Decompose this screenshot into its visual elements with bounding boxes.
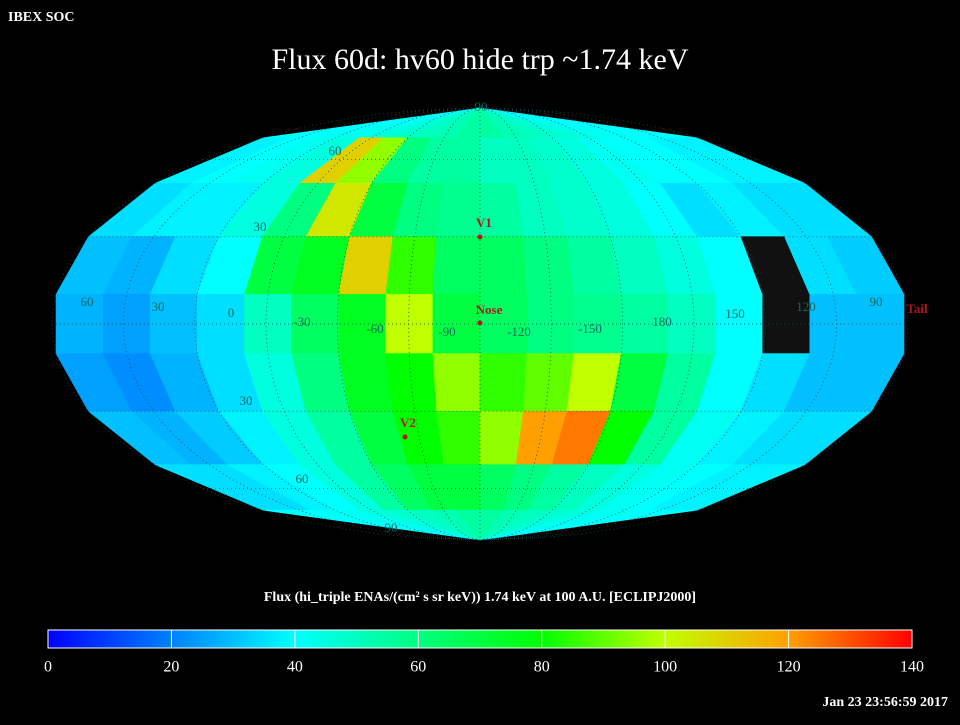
timestamp: Jan 23 23:56:59 2017 [822,695,948,710]
flux-cell [479,236,528,295]
lat-label: 30 [254,219,267,234]
lat-label: 60 [329,143,342,158]
flux-cell [523,236,575,295]
colorbar-label: Flux (hi_triple ENAs/(cm² s sr keV)) 1.7… [264,590,696,605]
colorbar-tick-label: 140 [900,659,924,676]
lat-label: 90 [475,99,488,114]
map-labels: 60 30 0 -30 -60 -90 -120 -150 180 150 12… [81,99,928,535]
marker-dot [477,234,483,240]
lon-label: -30 [293,314,310,329]
marker-label: V1 [476,215,492,230]
marker-label: Nose [476,302,503,317]
lon-label: 90 [870,294,883,309]
lon-label: -90 [438,324,455,339]
meridian [122,107,481,541]
flux-cell [385,353,437,412]
lon-label: 150 [725,306,745,321]
lon-label: -120 [507,324,531,339]
meridian [479,107,695,541]
lat-label: 30 [240,393,253,408]
lon-label: -150 [578,321,602,336]
flux-cell [102,294,151,354]
lon-label: 120 [796,299,816,314]
lon-label: 30 [152,299,165,314]
colorbar-ticks: 0 20 40 60 80 100 120 140 [44,630,924,676]
colorbar-tick-label: 80 [534,659,550,676]
marker-label: V2 [400,415,416,430]
meridian [479,107,766,541]
lon-label: 60 [81,294,94,309]
flux-cell [385,236,437,295]
title: Flux 60d: hv60 hide trp ~1.74 keV [271,43,688,76]
colorbar-tick-label: 20 [163,659,179,676]
colorbar-tick-label: 40 [287,659,303,676]
flux-cell [436,183,481,237]
sky-map [55,107,905,541]
lon-label: -60 [366,321,383,336]
flux-cell [432,236,481,295]
meridian [479,107,624,541]
flux-cell [479,353,528,412]
flux-cell [436,410,481,466]
marker-label: Tail [906,301,928,316]
corner-label: IBEX SOC [8,10,75,25]
flux-cell [523,353,575,412]
meridian [265,107,481,541]
colorbar [47,629,913,649]
colorbar-tick-label: 60 [410,659,426,676]
meridian [479,107,552,541]
lat-label: 90 [385,520,398,535]
flux-cell [432,353,481,412]
colorbar-tick-label: 0 [44,659,52,676]
flux-cell [715,294,764,354]
lat-label: 60 [296,471,309,486]
marker-dot [402,434,408,440]
colorbar-tick-label: 120 [777,659,801,676]
lon-label: 180 [652,314,672,329]
lon-label: 0 [228,305,235,320]
meridian [336,107,481,541]
marker-dot [477,320,483,326]
colorbar-tick-label: 100 [653,659,677,676]
